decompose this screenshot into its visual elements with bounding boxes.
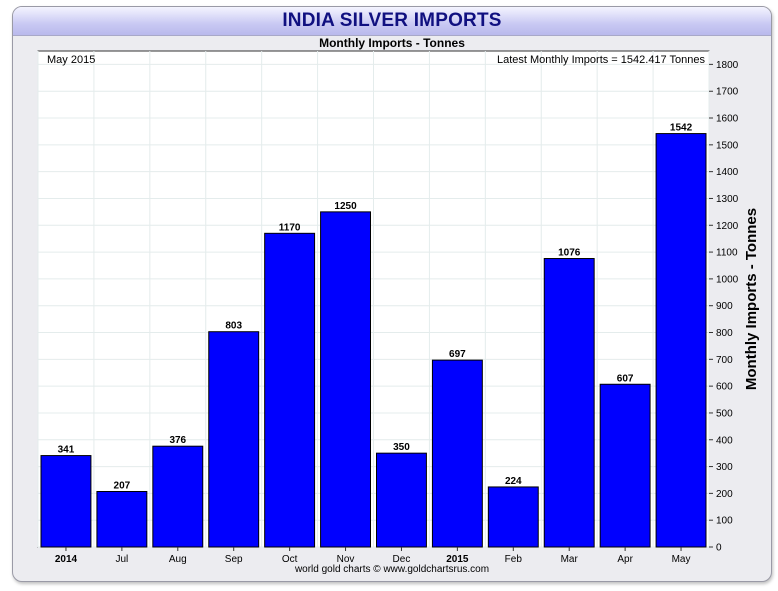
y-axis-title: Monthly Imports - Tonnes: [743, 208, 760, 390]
y-tick-label: 1800: [716, 60, 739, 71]
bar: [40, 455, 92, 548]
bar: [152, 445, 204, 548]
bar-value-label: 607: [617, 373, 634, 384]
y-tick-label: 1600: [716, 114, 739, 125]
bar-value-label: 803: [225, 321, 242, 332]
y-tick-label: 1400: [716, 167, 739, 178]
bar: [96, 491, 148, 548]
y-axis: 0 100 200 300 400 500 600 700 800 900 1000 1100 1200…: [709, 60, 739, 554]
bar-value-label: 1250: [334, 201, 357, 212]
y-tick-label: 100: [716, 516, 733, 527]
bars: [40, 133, 707, 548]
bar: [655, 133, 707, 548]
bar-value-label: 697: [449, 349, 466, 360]
chart-subtitle: Monthly Imports - Tonnes: [319, 36, 465, 50]
bar-value-label: 207: [114, 481, 131, 492]
data-labels: 341 207 376 803 1170 1250 350 697 224 1076 607 1542: [58, 123, 693, 492]
y-tick-label: 0: [716, 543, 722, 554]
bar: [599, 383, 651, 548]
x-tick-label: Jul: [115, 554, 128, 565]
y-tick-label: 1300: [716, 194, 739, 205]
source-credit: world gold charts © www.goldchartsrus.co…: [294, 564, 490, 575]
x-tick-label: Oct: [282, 554, 298, 565]
y-tick-label: 600: [716, 382, 733, 393]
bar: [208, 331, 260, 548]
bar-value-label: 341: [58, 445, 75, 456]
bar-value-label: 376: [169, 435, 186, 446]
bar-value-label: 1170: [279, 222, 301, 233]
y-tick-label: 400: [716, 435, 733, 446]
x-tick-label: May: [672, 554, 691, 565]
bar: [487, 486, 539, 548]
bar-value-label: 224: [505, 476, 522, 487]
y-tick-label: 800: [716, 328, 733, 339]
x-tick-label: 2015: [446, 554, 469, 565]
title-bar: INDIA SILVER IMPORTS: [13, 7, 771, 36]
bar: [264, 232, 316, 548]
x-tick-label: Mar: [561, 554, 579, 565]
grid-lines: [37, 51, 710, 548]
y-tick-label: 500: [716, 408, 733, 419]
chart-title: INDIA SILVER IMPORTS: [282, 10, 502, 31]
y-tick-label: 300: [716, 462, 733, 473]
bar: [320, 211, 372, 548]
bar-value-label: 1542: [670, 123, 693, 134]
x-tick-label: Dec: [393, 554, 411, 565]
x-axis: 2014 Jul Aug Sep Oct Nov Dec 2015 Feb Mar Apr May: [55, 547, 691, 565]
bar: [376, 452, 427, 548]
y-tick-label: 1100: [716, 248, 738, 259]
y-tick-label: 700: [716, 355, 733, 366]
bar-value-label: 350: [393, 442, 410, 453]
y-tick-label: 1700: [716, 87, 739, 98]
x-tick-label: 2014: [55, 554, 78, 565]
date-label: May 2015: [47, 54, 95, 66]
x-tick-label: Nov: [337, 554, 355, 565]
y-tick-label: 1000: [716, 274, 739, 285]
x-tick-label: Sep: [225, 554, 243, 565]
y-tick-label: 200: [716, 489, 733, 500]
bar: [543, 258, 595, 548]
x-tick-label: Apr: [617, 554, 633, 565]
latest-imports-label: Latest Monthly Imports = 1542.417 Tonnes: [497, 54, 706, 66]
bar-chart: 341 207 376 803 1170 1250 350 697 224 1076 607 1542…: [37, 50, 760, 565]
y-tick-label: 1500: [716, 140, 739, 151]
y-tick-label: 900: [716, 301, 733, 312]
bar-value-label: 1076: [558, 248, 581, 259]
x-tick-label: Feb: [505, 554, 523, 565]
x-tick-label: Aug: [169, 554, 187, 565]
chart-frame: INDIA SILVER IMPORTS Monthly Imports - T…: [12, 6, 772, 582]
bar: [431, 359, 483, 548]
y-tick-label: 1200: [716, 221, 739, 232]
